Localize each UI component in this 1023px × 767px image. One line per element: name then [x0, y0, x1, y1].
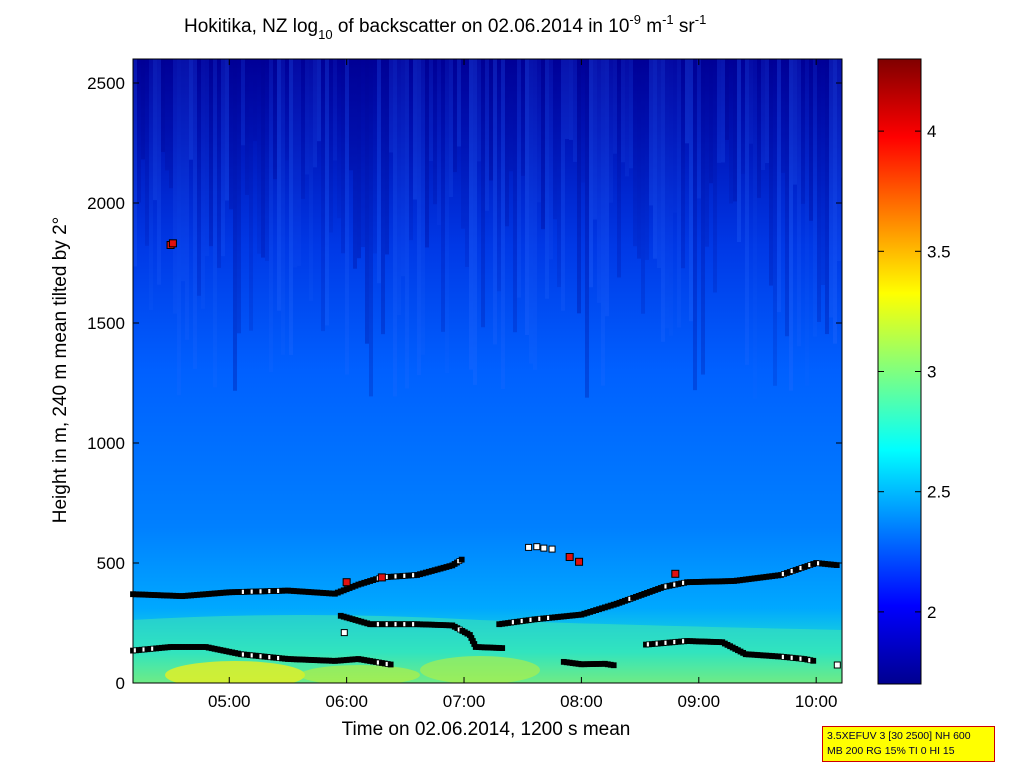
info-line-2: MB 200 RG 15% TI 0 HI 15 — [827, 745, 955, 757]
y-tick-label: 0 — [116, 674, 125, 693]
y-tick-label: 1000 — [87, 434, 125, 453]
red-marker — [671, 569, 680, 578]
plot-frame — [132, 58, 843, 684]
red-marker — [168, 239, 177, 248]
info-line-1: 3.5XEFUV 3 [30 2500] NH 600 — [827, 730, 971, 742]
layer-point — [387, 661, 394, 668]
x-axis-label: Time on 02.06.2014, 1200 s mean — [342, 719, 631, 740]
x-tick-label: 10:00 — [795, 692, 838, 711]
info-box: 3.5XEFUV 3 [30 2500] NH 600 MB 200 RG 15… — [822, 726, 995, 762]
layer-lower-right-b — [643, 638, 817, 664]
cloud-layer-detections — [130, 543, 841, 669]
y-axis: 0 500 1000 1500 2000 2500 — [87, 74, 842, 693]
x-tick-label: 08:00 — [560, 692, 603, 711]
layer-lower-right-a — [560, 658, 617, 669]
layer-point — [610, 662, 617, 669]
colorbar-tick-label: 4 — [927, 122, 936, 141]
y-tick-label: 2000 — [87, 194, 125, 213]
colorbar-tick-label: 3 — [927, 363, 936, 382]
layer-lower — [130, 644, 394, 668]
x-tick-label: 09:00 — [678, 692, 721, 711]
y-tick-label: 1500 — [87, 314, 125, 333]
layer-upper — [130, 556, 465, 600]
isolated-point — [340, 629, 348, 637]
red-markers — [166, 239, 680, 587]
isolated-point — [833, 661, 841, 669]
x-tick-label: 05:00 — [208, 692, 251, 711]
layer-point — [499, 645, 506, 651]
isolated-point — [540, 544, 548, 552]
layer-point — [458, 556, 465, 563]
layer-upper-right — [496, 560, 840, 628]
chart-title: Hokitika, NZ log10 of backscatter on 02.… — [184, 12, 706, 42]
layer-point — [810, 657, 817, 664]
colorbar-tick-label: 2 — [927, 603, 936, 622]
heatmap — [133, 59, 842, 683]
colorbar-tick-label: 2.5 — [927, 483, 951, 502]
y-tick-label: 2500 — [87, 74, 125, 93]
colorbar — [877, 58, 922, 685]
colorbar-ticks: 2 2.5 3 3.5 4 — [878, 122, 951, 622]
red-marker — [565, 553, 574, 561]
red-marker — [575, 557, 584, 566]
isolated-point — [533, 543, 541, 551]
isolated-point — [525, 543, 533, 551]
x-tick-label: 06:00 — [325, 692, 368, 711]
y-axis-label: Height in m, 240 m mean tilted by 2° — [50, 217, 71, 523]
red-marker — [377, 573, 386, 582]
red-marker — [342, 578, 351, 587]
x-axis: 05:00 06:00 07:00 08:00 09:00 10:00 — [208, 59, 837, 711]
layer-middle — [337, 612, 506, 651]
colorbar-tick-label: 3.5 — [927, 242, 951, 261]
y-tick-label: 500 — [97, 554, 125, 573]
x-tick-label: 07:00 — [443, 692, 486, 711]
isolated-point — [548, 545, 556, 553]
